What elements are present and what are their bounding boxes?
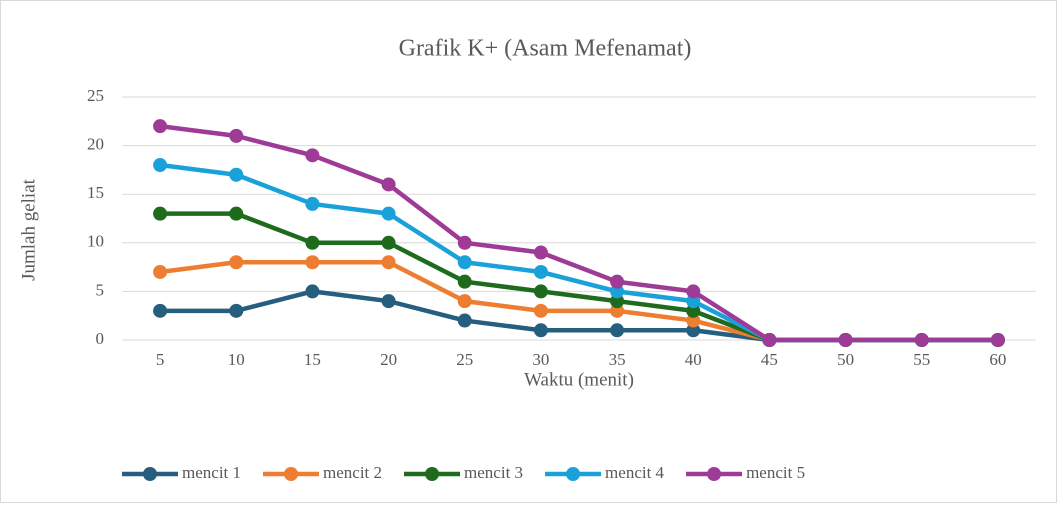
data-point <box>229 303 244 318</box>
data-point <box>305 284 320 299</box>
y-tick-label: 10 <box>87 232 104 251</box>
data-point <box>533 284 548 299</box>
x-tick-label: 20 <box>380 350 397 369</box>
legend-label: mencit 2 <box>323 463 382 482</box>
x-axis-label: Waktu (menit) <box>524 369 634 390</box>
x-tick-label: 50 <box>837 350 854 369</box>
data-point <box>457 255 472 270</box>
data-point <box>610 284 625 299</box>
legend-marker <box>707 467 722 481</box>
data-point <box>610 303 625 318</box>
data-point <box>533 245 548 260</box>
legend-label: mencit 1 <box>182 463 241 482</box>
legend-marker <box>284 467 299 481</box>
x-tick-label: 30 <box>532 350 549 369</box>
data-point <box>229 128 244 143</box>
data-point <box>153 206 168 221</box>
y-tick-label: 15 <box>87 183 104 202</box>
data-point <box>686 313 701 328</box>
data-point <box>153 119 168 134</box>
data-point <box>610 294 625 309</box>
data-point <box>153 303 168 318</box>
data-point <box>305 255 320 270</box>
data-point <box>229 206 244 221</box>
data-point <box>381 177 396 192</box>
y-axis-label: Jumlah geliat <box>18 178 39 281</box>
data-point <box>686 294 701 309</box>
data-point <box>381 255 396 270</box>
data-point <box>457 294 472 309</box>
y-tick-label: 0 <box>96 329 105 348</box>
data-point <box>229 167 244 182</box>
legend-label: mencit 4 <box>605 463 665 482</box>
data-point <box>381 235 396 250</box>
data-point <box>305 235 320 250</box>
data-point <box>610 274 625 289</box>
x-tick-label: 55 <box>913 350 930 369</box>
data-point <box>686 323 701 338</box>
x-tick-label: 10 <box>228 350 245 369</box>
data-point <box>153 264 168 279</box>
x-tick-label: 35 <box>609 350 626 369</box>
data-point <box>914 333 929 347</box>
data-point <box>305 148 320 163</box>
data-point <box>381 294 396 309</box>
y-tick-label: 5 <box>96 280 105 299</box>
x-tick-label: 5 <box>156 350 165 369</box>
data-point <box>153 158 168 173</box>
data-point <box>457 235 472 250</box>
y-tick-label: 20 <box>87 135 104 154</box>
x-tick-label: 60 <box>989 350 1006 369</box>
legend-marker <box>566 467 581 481</box>
legend-label: mencit 3 <box>464 463 523 482</box>
y-tick-label: 25 <box>87 86 104 105</box>
legend-marker <box>425 467 440 481</box>
x-tick-label: 40 <box>685 350 702 369</box>
data-point <box>610 323 625 338</box>
series-line <box>159 123 998 343</box>
x-tick-label: 25 <box>456 350 473 369</box>
data-point <box>838 333 853 347</box>
x-tick-label: 15 <box>304 350 321 369</box>
data-point <box>533 303 548 318</box>
data-point <box>381 206 396 221</box>
x-tick-label: 45 <box>761 350 778 369</box>
data-point <box>990 333 1005 347</box>
data-point <box>457 313 472 328</box>
data-point <box>686 284 701 299</box>
data-point <box>533 264 548 279</box>
legend-marker <box>143 467 157 481</box>
legend-label: mencit 5 <box>746 463 805 482</box>
data-point <box>457 274 472 289</box>
data-point <box>533 323 548 338</box>
data-point <box>229 255 244 270</box>
data-point <box>686 303 701 318</box>
data-point <box>762 333 777 347</box>
data-point <box>305 196 320 211</box>
chart-title: Grafik K+ (Asam Mefenamat) <box>399 36 692 62</box>
